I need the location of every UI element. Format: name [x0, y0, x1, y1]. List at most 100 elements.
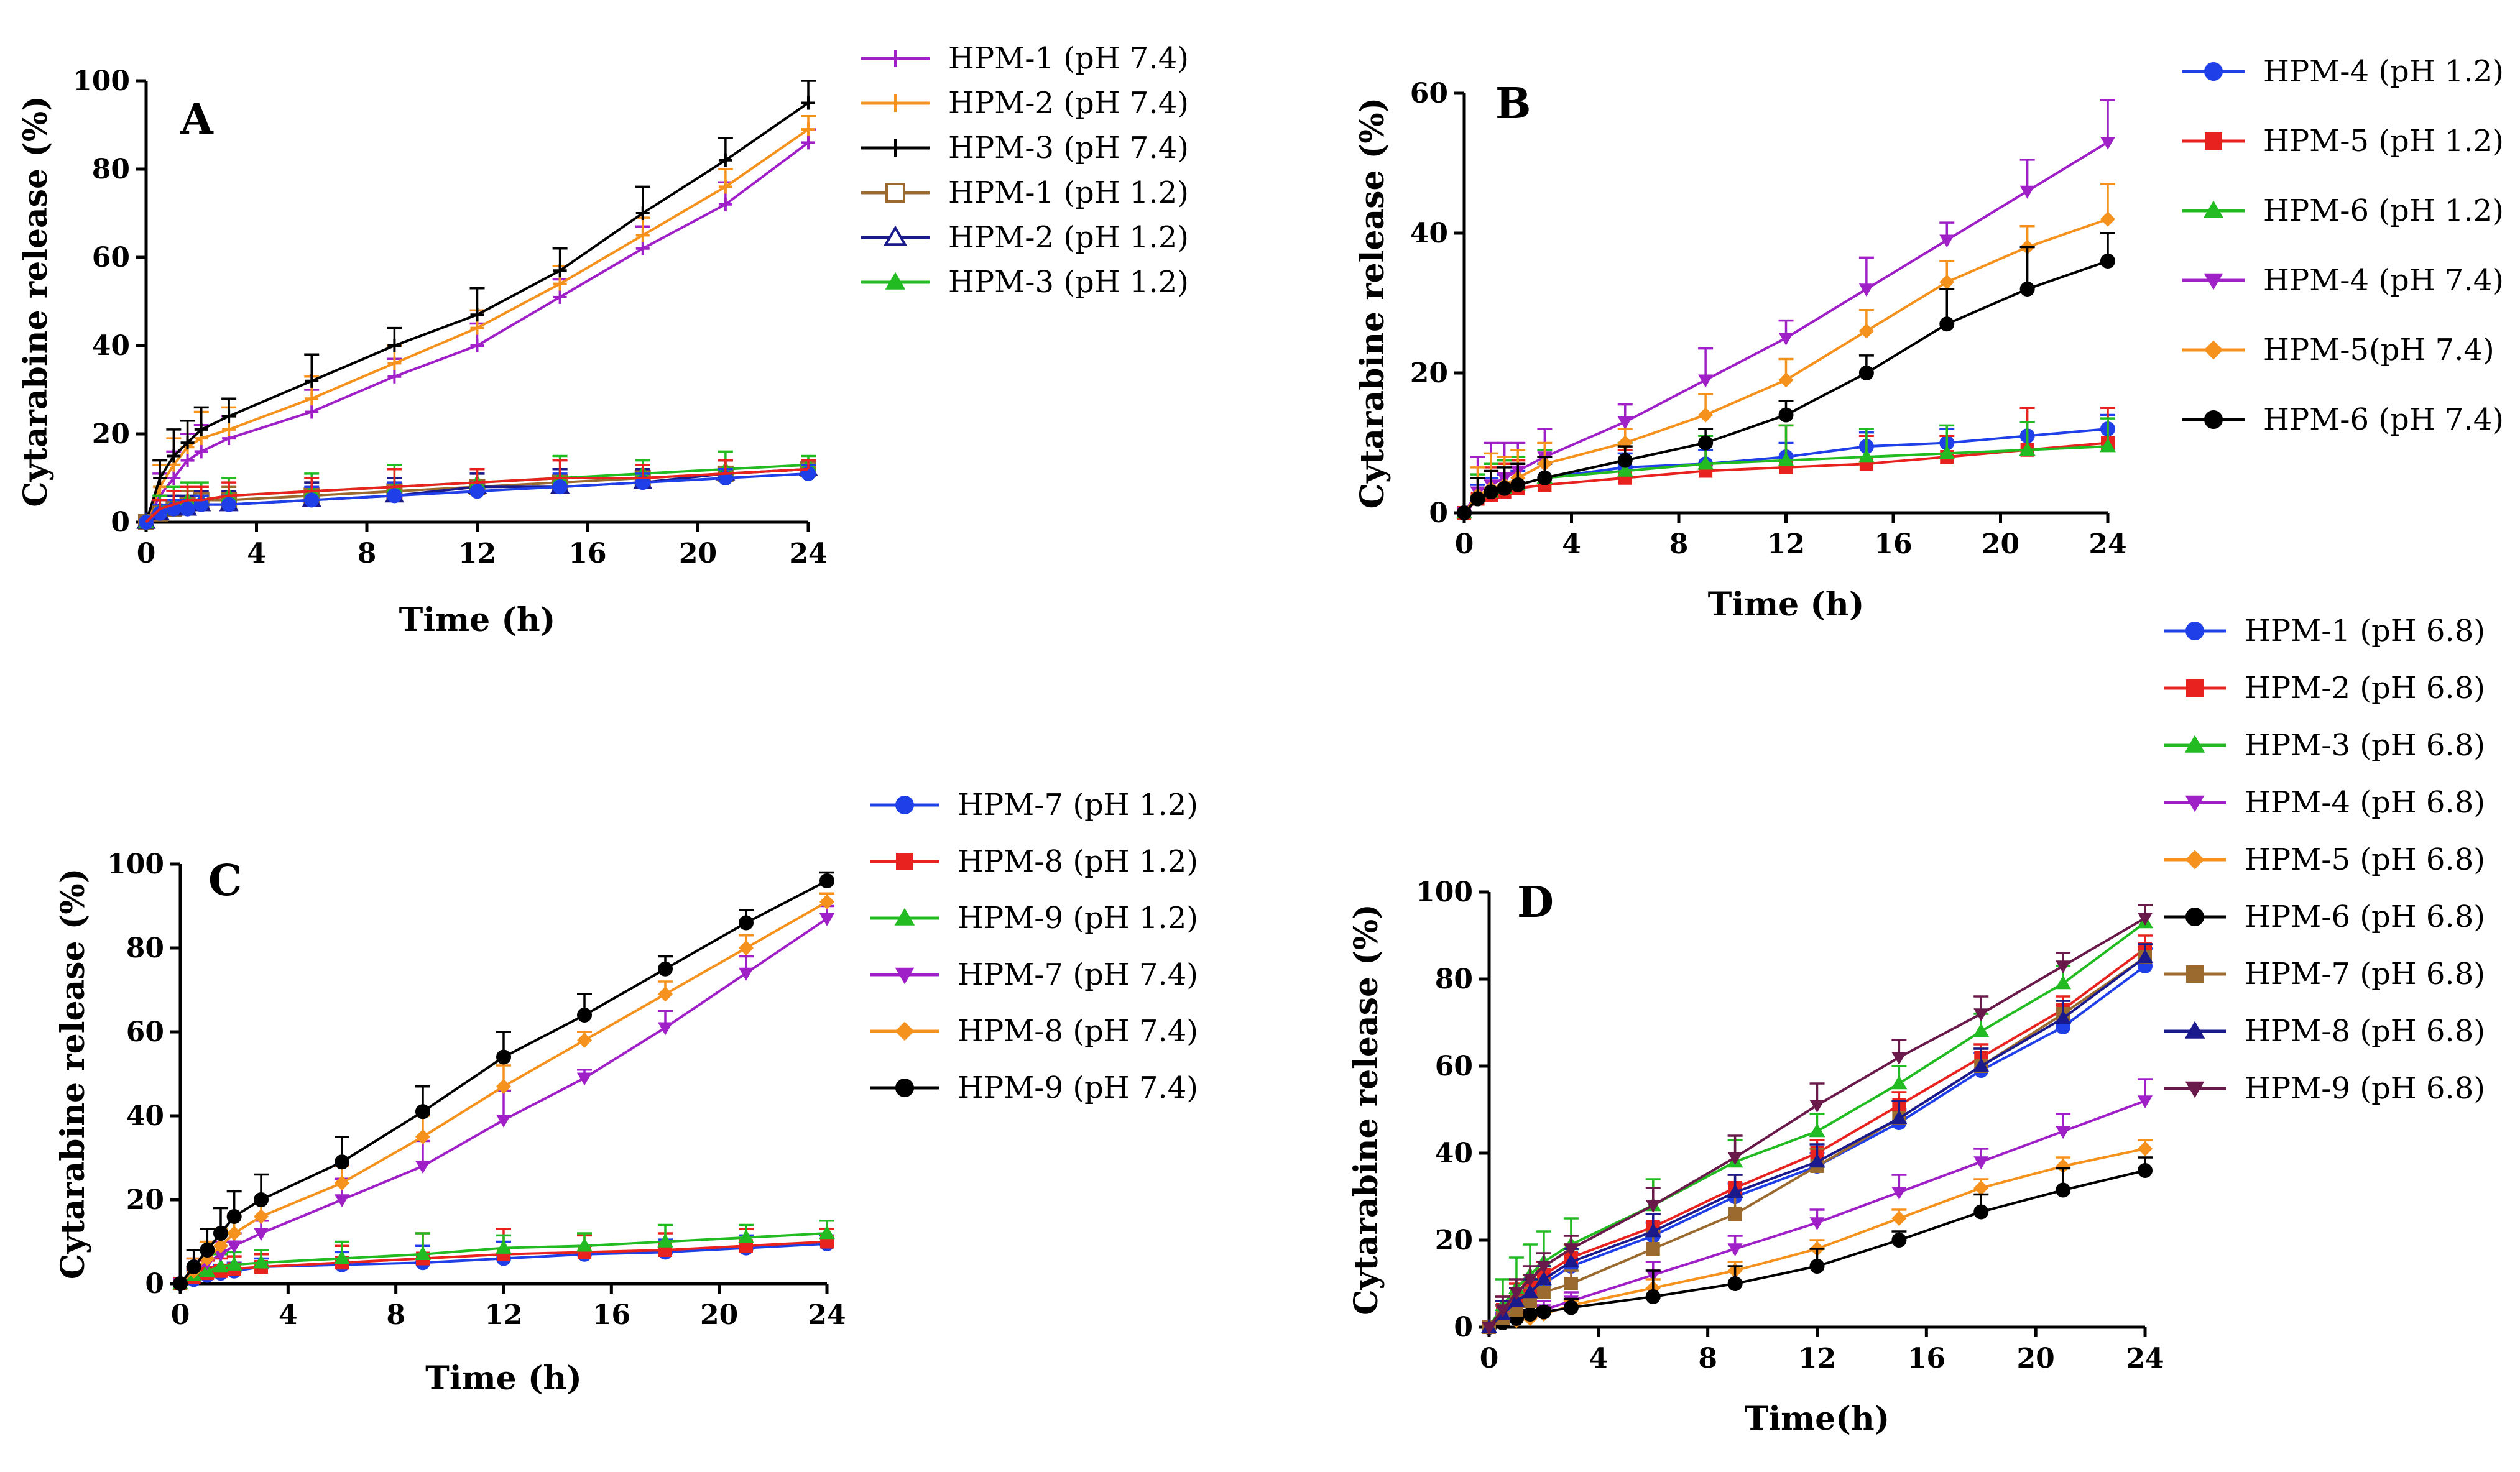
panel-d-data-point [1973, 1180, 1989, 1196]
panel-a-y-tick-label: 80 [92, 154, 130, 185]
panel-c-x-tick-label: 20 [700, 1299, 738, 1331]
panel-a-legend-label: HPM-1 (pH 1.2) [948, 175, 1189, 210]
panel-d-legend-label: HPM-5 (pH 6.8) [2245, 842, 2485, 877]
panel-b-data-point [2100, 438, 2116, 453]
panel-b-data-point [2019, 282, 2035, 297]
panel-a-y-tick-label: 60 [92, 242, 130, 274]
panel-b-data-point [1497, 481, 1512, 496]
panel-b-data-point [1778, 407, 1794, 423]
panel-b-legend-marker [2204, 273, 2223, 290]
panel-d-data-point [1973, 1023, 1990, 1037]
panel-d-data-point [1973, 1057, 1990, 1072]
panel-b-y-tick-label: 60 [1410, 78, 1448, 109]
panel-c-legend-marker [895, 1021, 915, 1041]
panel-a-y-tick-label: 40 [92, 330, 130, 362]
panel-a-data-point [180, 501, 195, 517]
panel-c-data-point [213, 1226, 228, 1241]
panel-c-data-point [253, 1208, 269, 1225]
panel-a-series-8 [145, 459, 816, 523]
panel-d-data-point [1508, 1292, 1525, 1307]
panel-d-x-tick-label: 4 [1589, 1343, 1608, 1374]
panel-d-data-point [1563, 1243, 1579, 1257]
panel-d-legend-label: HPM-6 (pH 6.8) [2245, 899, 2485, 934]
panel-b-legend-label: HPM-6 (pH 7.4) [2263, 402, 2504, 437]
panel-d-x-tick-label: 12 [1798, 1343, 1836, 1374]
panel-a-data-point [552, 479, 568, 495]
panel-c-data-point [415, 1129, 431, 1144]
panel-d-data-point [1564, 1277, 1578, 1290]
panel-d-data-point [2137, 913, 2153, 926]
panel-c-data-point [186, 1259, 201, 1274]
panel-b-data-point [1858, 323, 1874, 339]
panel-a-legend-marker [885, 272, 906, 290]
panel-d-data-point [1646, 1242, 1660, 1256]
panel-d-data-point [1536, 1286, 1551, 1299]
panel-c-data-point [738, 940, 754, 956]
panel-b-data-point [1698, 435, 1714, 451]
panel-d-legend-label: HPM-9 (pH 6.8) [2245, 1071, 2485, 1106]
panel-b-data-point [1778, 372, 1794, 388]
panel-a-series-3 [139, 80, 816, 529]
panel-b-data-point [1858, 448, 1875, 463]
panel-b-data-point [1778, 332, 1794, 346]
panel-d-data-point [1562, 1253, 1579, 1268]
panel-b-data-point [1939, 316, 1955, 332]
panel-d-data-point [1522, 1274, 1538, 1287]
panel-a-legend-label: HPM-3 (pH 1.2) [948, 265, 1189, 300]
panel-c-y-tick-label: 20 [126, 1184, 164, 1216]
panel-b-data-point [1617, 416, 1633, 430]
panel-d-data-point [2137, 1141, 2153, 1157]
panel-c-series-3 [172, 1220, 835, 1290]
panel-a-y-tick-label: 20 [92, 418, 130, 450]
panel-a-x-tick-label: 24 [789, 538, 827, 569]
panel-c-data-point [334, 1194, 350, 1208]
panel-d-data-point [1973, 1204, 1989, 1220]
panel-a-legend-label: HPM-3 (pH 7.4) [948, 131, 1189, 165]
panel-c-data-point [739, 915, 754, 931]
panel-d-data-point [2056, 1126, 2071, 1139]
panel-c-legend-marker [895, 967, 915, 985]
panel-a-x-tick-label: 8 [358, 538, 377, 569]
panel-a-legend-marker [884, 225, 907, 246]
panel-c-data-point [213, 1248, 229, 1262]
panel-d-data-point [2055, 1010, 2072, 1024]
panel-b-legend-label: HPM-5(pH 7.4) [2263, 333, 2495, 367]
panel-a-y-axis-title: Cytarabine release (%) [17, 96, 55, 507]
panel-c-data-point [576, 1238, 593, 1252]
panel-c-legend-label: HPM-7 (pH 7.4) [958, 957, 1198, 992]
panel-c-legend-label: HPM-7 (pH 1.2) [958, 788, 1198, 822]
panel-c-data-point [415, 1161, 431, 1174]
panel-c-data-point [173, 1276, 188, 1291]
panel-d-series-6 [1482, 1156, 2153, 1335]
panel-c-data-point [738, 1229, 754, 1244]
panel-b-y-axis-title: Cytarabine release (%) [1354, 98, 1392, 509]
panel-d-data-point [1536, 1261, 1552, 1274]
panel-c-y-tick-label: 80 [126, 932, 164, 964]
panel-d-data-point [1728, 1207, 1742, 1221]
panel-c-data-point [576, 1072, 593, 1086]
panel-d-data-point [1727, 1152, 1743, 1166]
panel-c-data-point [226, 1225, 242, 1241]
panel-d-data-point [1891, 1233, 1907, 1248]
panel-b-legend-label: HPM-4 (pH 7.4) [2263, 263, 2504, 298]
panel-a-x-tick-label: 0 [137, 538, 156, 569]
panel-c-x-tick-label: 0 [171, 1299, 190, 1331]
panel-c-data-point [576, 1033, 593, 1048]
panel-c-x-tick-label: 16 [593, 1299, 630, 1331]
panel-d-data-point [1809, 1259, 1825, 1274]
panel-a-x-tick-label: 16 [568, 538, 606, 569]
panel-a-data-point [221, 497, 237, 512]
panel-d-legend: HPM-1 (pH 6.8) HPM-2 (pH 6.8) HPM-3 (pH 6.… [2164, 614, 2485, 1106]
panel-b-legend-marker [2204, 340, 2223, 360]
panel-c-data-point [657, 1022, 673, 1036]
panel-b-legend-marker [2204, 62, 2223, 81]
panel-d-data-point [1809, 1217, 1825, 1231]
panel-d-y-tick-label: 80 [1435, 964, 1473, 995]
panel-d-data-point [1891, 1210, 1907, 1226]
panel-a-data-point [304, 492, 320, 508]
panel-b-data-point [1939, 274, 1955, 290]
panel-b-data-point [1858, 283, 1874, 297]
panel-d-data-point [2137, 949, 2153, 964]
panel-a-data-point [469, 484, 485, 499]
panel-c-data-point [496, 1114, 512, 1128]
